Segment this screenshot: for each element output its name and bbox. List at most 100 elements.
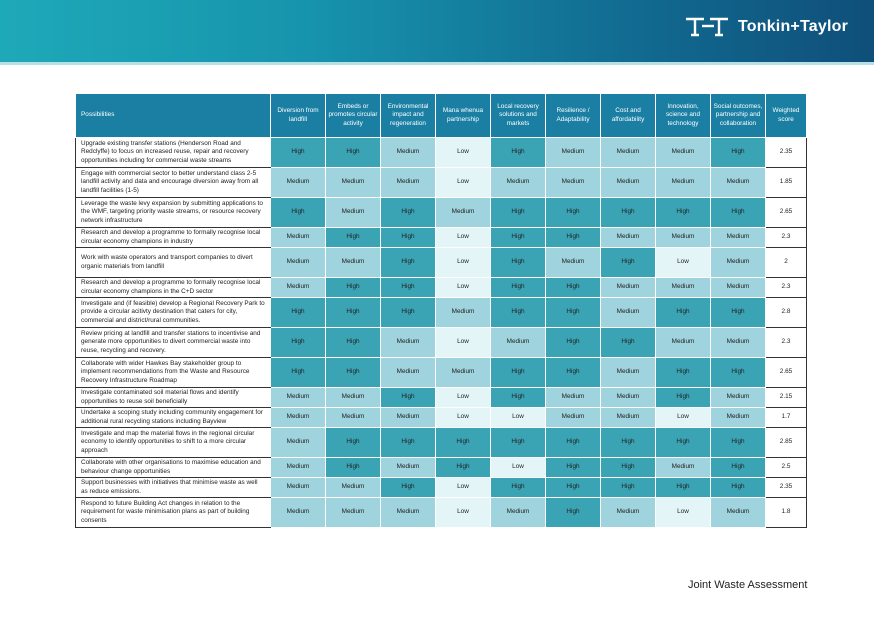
table-row: Respond to future Building Act changes i… [75,497,807,528]
column-header: Social outcomes, partnership and collabo… [710,93,766,138]
header-banner [0,0,874,62]
rating-cell: Medium [710,387,766,408]
table-row: Investigate and map the material flows i… [75,427,807,458]
rating-cell: Medium [380,357,436,388]
possibility-text: Leverage the waste levy expansion by sub… [75,197,271,228]
rating-cell: High [490,137,546,168]
table-row: Investigate and (if feasible) develop a … [75,297,807,328]
rating-cell: High [325,427,381,458]
possibility-text: Research and develop a programme to form… [75,277,271,298]
rating-cell: High [655,197,711,228]
rating-cell: High [600,457,656,478]
rating-cell: High [490,357,546,388]
rating-cell: High [270,137,326,168]
rating-cell: High [380,297,436,328]
rating-cell: High [325,277,381,298]
rating-cell: Medium [325,407,381,428]
possibility-text: Review pricing at landfill and transfer … [75,327,271,358]
rating-cell: Medium [545,167,601,198]
possibility-text: Investigate and (if feasible) develop a … [75,297,271,328]
possibility-text: Upgrade existing transfer stations (Hend… [75,137,271,168]
table-row: Upgrade existing transfer stations (Hend… [75,137,807,168]
rating-cell: Low [655,497,711,528]
table-row: Collaborate with other organisations to … [75,457,807,478]
possibilities-table: Possibilities Diversion from landfill Embe… [75,93,807,528]
rating-cell: Low [435,407,491,428]
rating-cell: Medium [490,497,546,528]
weighted-score: 2.3 [765,277,807,298]
rating-cell: Low [435,137,491,168]
rating-cell: Medium [655,327,711,358]
rating-cell: Medium [545,137,601,168]
rating-cell: High [490,297,546,328]
rating-cell: Medium [380,327,436,358]
rating-cell: Medium [380,457,436,478]
rating-cell: Medium [380,407,436,428]
column-header: Embeds or promotes circular activity [325,93,381,138]
table-row: Research and develop a programme to form… [75,277,807,298]
rating-cell: Low [435,167,491,198]
rating-cell: High [380,197,436,228]
rating-cell: Low [435,277,491,298]
possibility-text: Undertake a scoping study including comm… [75,407,271,428]
rating-cell: Medium [710,167,766,198]
possibility-text: Respond to future Building Act changes i… [75,497,271,528]
rating-cell: High [325,137,381,168]
rating-cell: Medium [600,297,656,328]
weighted-score: 1.8 [765,497,807,528]
rating-cell: Medium [270,497,326,528]
table-row: Work with waste operators and transport … [75,247,807,278]
rating-cell: High [710,427,766,458]
column-header: Resilience / Adaptability [545,93,601,138]
rating-cell: High [545,277,601,298]
rating-cell: Medium [710,497,766,528]
rating-cell: Medium [655,227,711,248]
rating-cell: Medium [655,457,711,478]
rating-cell: Medium [270,277,326,298]
weighted-score: 2.65 [765,197,807,228]
column-header: Environmental impact and regeneration [380,93,436,138]
rating-cell: Medium [435,297,491,328]
weighted-score: 1.7 [765,407,807,428]
rating-cell: High [380,227,436,248]
table-row: Undertake a scoping study including comm… [75,407,807,428]
rating-cell: High [325,227,381,248]
rating-cell: High [490,247,546,278]
column-header: Cost and affordability [600,93,656,138]
footer-title: Joint Waste Assessment [688,579,808,591]
rating-cell: Medium [545,247,601,278]
rating-cell: Medium [325,497,381,528]
rating-cell: High [545,357,601,388]
weighted-score: 2.85 [765,427,807,458]
rating-cell: Medium [600,407,656,428]
rating-cell: Medium [435,197,491,228]
rating-cell: High [435,457,491,478]
rating-cell: High [490,477,546,498]
rating-cell: Medium [270,427,326,458]
table-row: Review pricing at landfill and transfer … [75,327,807,358]
table-row: Support businesses with initiatives that… [75,477,807,498]
rating-cell: Medium [380,137,436,168]
rating-cell: High [325,357,381,388]
table-row: Investigate contaminated soil material f… [75,387,807,408]
rating-cell: Medium [710,227,766,248]
rating-cell: Medium [270,407,326,428]
rating-cell: High [380,247,436,278]
rating-cell: High [325,327,381,358]
rating-cell: Medium [325,167,381,198]
rating-cell: Medium [710,247,766,278]
rating-cell: Low [435,247,491,278]
rating-cell: Medium [600,167,656,198]
weighted-score: 2.35 [765,477,807,498]
rating-cell: High [545,227,601,248]
rating-cell: Medium [710,327,766,358]
possibility-text: Work with waste operators and transport … [75,247,271,278]
weighted-score: 2.5 [765,457,807,478]
rating-cell: Medium [545,407,601,428]
rating-cell: Low [655,247,711,278]
rating-cell: High [380,387,436,408]
column-header: Innovation, science and technology [655,93,711,138]
table-header-row: Possibilities Diversion from landfill Embe… [75,93,807,138]
rating-cell: Medium [600,497,656,528]
weighted-score: 1.85 [765,167,807,198]
